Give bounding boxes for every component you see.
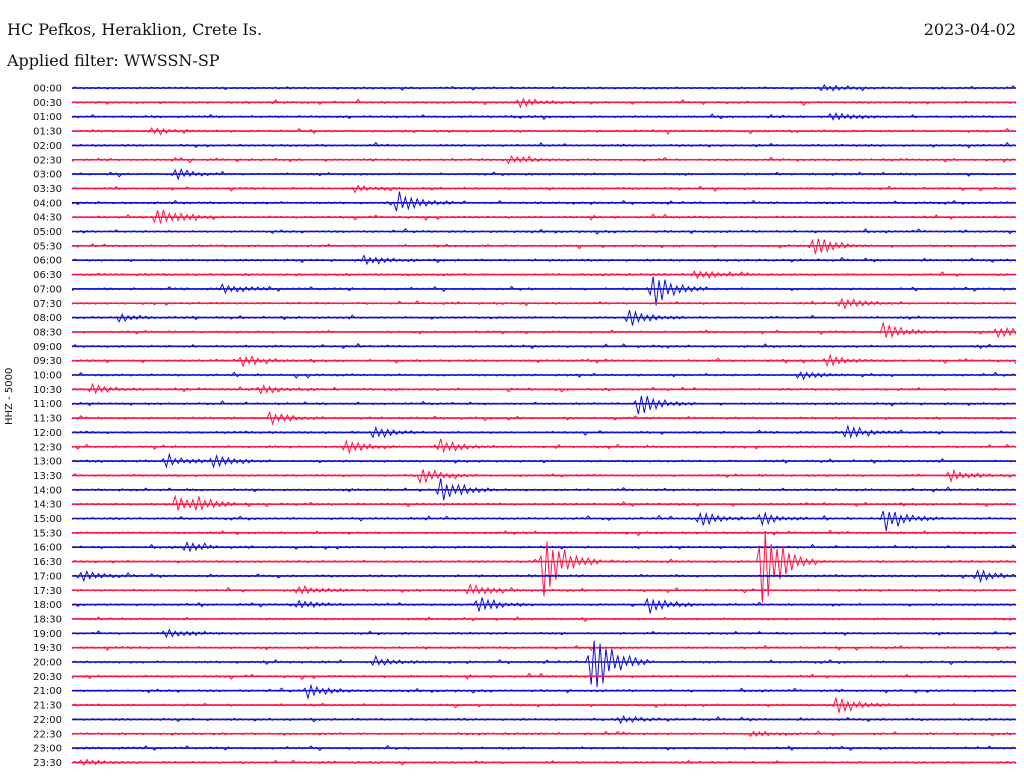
trace-row (71, 438, 1017, 455)
row-time-label: 09:30 (33, 356, 62, 367)
row-time-label: 23:00 (33, 744, 62, 755)
row-time-label: 14:30 (33, 500, 62, 511)
row-time-label: 07:00 (33, 284, 62, 295)
row-time-label: 12:30 (33, 442, 62, 453)
row-time-label: 08:30 (33, 327, 62, 338)
row-time-label: 23:30 (33, 758, 62, 769)
row-time-label: 13:30 (33, 471, 62, 482)
row-time-label: 22:00 (33, 715, 62, 726)
row-time-label: 09:00 (33, 342, 62, 353)
date-label: 2023-04-02 (923, 20, 1016, 39)
row-time-label: 03:30 (33, 184, 62, 195)
row-time-label: 08:00 (33, 313, 62, 324)
row-time-label: 07:30 (33, 299, 62, 310)
row-time-label: 00:30 (33, 98, 62, 109)
row-time-label: 22:30 (33, 729, 62, 740)
row-time-label: 02:30 (33, 155, 62, 166)
trace-row (71, 322, 1017, 339)
trace-row (71, 191, 1017, 212)
row-time-label: 12:00 (33, 428, 62, 439)
row-time-label: 15:00 (33, 514, 62, 525)
row-time-label: 06:00 (33, 256, 62, 267)
row-time-label: 02:00 (33, 141, 62, 152)
station-title: HC Pefkos, Heraklion, Crete Is. (7, 20, 263, 39)
row-time-label: 21:30 (33, 701, 62, 712)
row-time-label: 16:00 (33, 543, 62, 554)
filter-label: Applied filter: WWSSN-SP (7, 51, 220, 70)
trace-row (71, 510, 1017, 532)
row-time-label: 11:00 (33, 399, 62, 410)
row-time-label: 10:00 (33, 371, 62, 382)
row-time-label: 18:00 (33, 600, 62, 611)
row-time-label: 03:00 (33, 170, 62, 181)
row-time-label: 18:30 (33, 614, 62, 625)
row-time-label: 19:30 (33, 643, 62, 654)
row-time-label: 00:00 (33, 84, 62, 95)
row-time-label: 04:30 (33, 213, 62, 224)
row-time-label: 11:30 (33, 414, 62, 425)
row-time-label: 20:30 (33, 672, 62, 683)
row-time-label: 20:00 (33, 658, 62, 669)
trace-row (71, 683, 1017, 701)
row-time-label: 05:30 (33, 241, 62, 252)
trace-row (71, 494, 1017, 512)
row-time-label: 16:30 (33, 557, 62, 568)
row-time-label: 17:00 (33, 571, 62, 582)
trace-row (71, 597, 1017, 614)
row-time-label: 19:00 (33, 629, 62, 640)
row-time-label: 05:00 (33, 227, 62, 238)
row-time-label: 13:00 (33, 457, 62, 468)
row-time-label: 21:00 (33, 686, 62, 697)
trace-row (71, 395, 1017, 415)
row-time-label: 10:30 (33, 385, 62, 396)
row-time-label: 14:00 (33, 485, 62, 496)
row-time-label: 17:30 (33, 586, 62, 597)
row-time-label: 06:30 (33, 270, 62, 281)
row-time-label: 15:30 (33, 528, 62, 539)
row-time-label: 04:00 (33, 198, 62, 209)
row-time-label: 01:00 (33, 112, 62, 123)
trace-row (71, 276, 1017, 306)
row-time-label: 01:30 (33, 127, 62, 138)
